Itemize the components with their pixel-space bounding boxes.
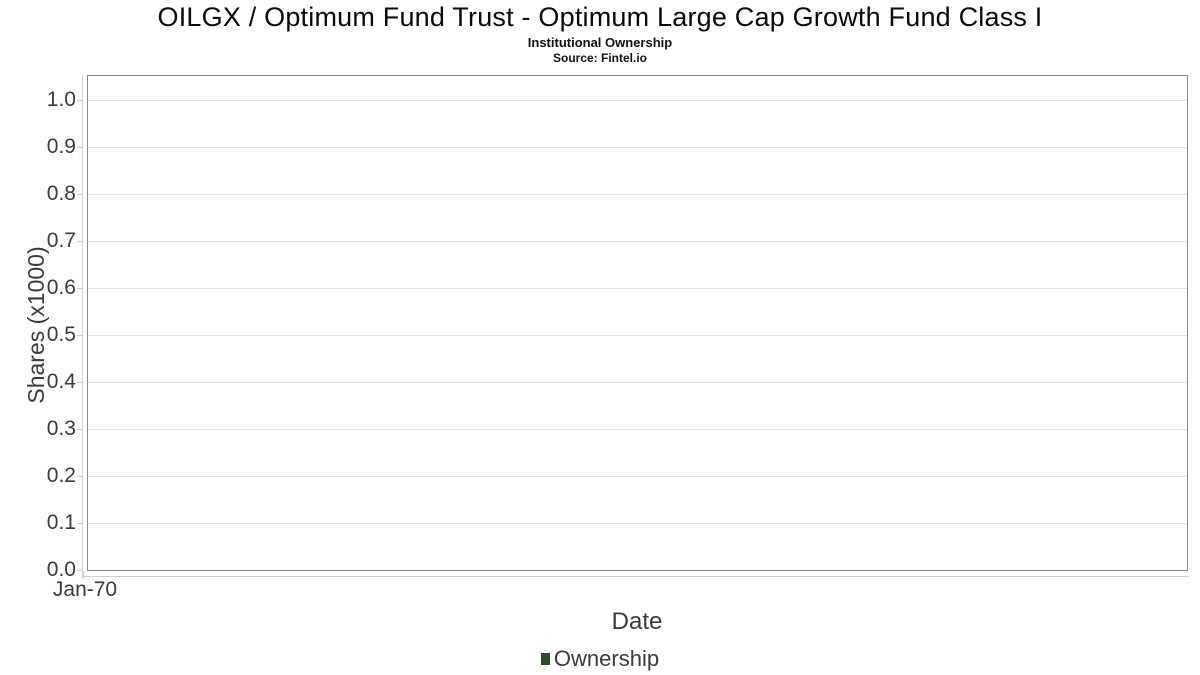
y-tick-label: 0.4	[46, 370, 76, 393]
x-tick-label: Jan-70	[52, 578, 118, 601]
y-gridline	[88, 147, 1187, 148]
y-tick-mark	[77, 335, 82, 336]
y-tick-label: 1.0	[46, 88, 76, 111]
y-tick-mark	[77, 570, 82, 571]
legend-label: Ownership	[553, 646, 660, 671]
y-tick-label: 0.2	[46, 464, 76, 487]
plot-area	[87, 75, 1188, 571]
y-tick-mark	[77, 523, 82, 524]
x-tick-mark	[83, 571, 84, 579]
x-axis-title: Date	[611, 608, 663, 635]
y-tick-label: 0.0	[46, 558, 76, 581]
y-tick-label: 0.3	[46, 417, 76, 440]
y-gridline	[88, 241, 1187, 242]
y-axis-title: Shares (x1000)	[23, 246, 49, 404]
y-tick-label: 0.1	[46, 511, 76, 534]
y-tick-mark	[77, 382, 82, 383]
y-tick-mark	[77, 476, 82, 477]
y-tick-label: 0.9	[46, 135, 76, 158]
y-gridline	[88, 429, 1187, 430]
y-tick-mark	[77, 100, 82, 101]
y-tick-mark	[77, 288, 82, 289]
y-gridline	[88, 476, 1187, 477]
y-tick-mark	[77, 429, 82, 430]
y-gridline	[88, 288, 1187, 289]
y-tick-label: 0.7	[46, 229, 76, 252]
y-gridline	[88, 335, 1187, 336]
x-axis-line	[82, 576, 1189, 577]
y-gridline	[88, 194, 1187, 195]
y-tick-mark	[77, 241, 82, 242]
y-tick-label: 0.8	[46, 182, 76, 205]
legend-item-ownership: Ownership	[540, 646, 660, 672]
legend: Ownership	[0, 646, 1200, 672]
chart-source: Source: Fintel.io	[552, 51, 647, 65]
y-tick-label: 0.6	[46, 276, 76, 299]
y-tick-mark	[77, 147, 82, 148]
chart-subtitle: Institutional Ownership	[527, 35, 673, 50]
y-gridline	[88, 523, 1187, 524]
legend-marker	[540, 653, 550, 665]
y-axis-line	[82, 75, 83, 578]
y-gridline	[88, 382, 1187, 383]
y-tick-label: 0.5	[46, 323, 76, 346]
chart-title: OILGX / Optimum Fund Trust - Optimum Lar…	[157, 2, 1043, 32]
y-gridline	[88, 100, 1187, 101]
y-tick-mark	[77, 194, 82, 195]
